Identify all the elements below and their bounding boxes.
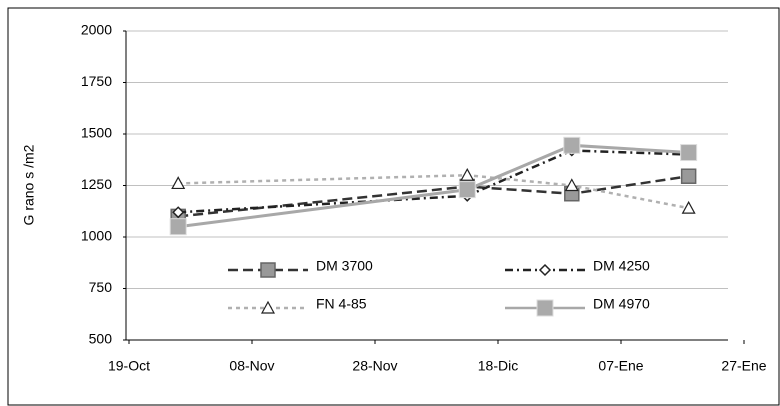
series-line	[178, 149, 689, 214]
x-tick-label: 27-Ene	[721, 358, 766, 374]
legend-label: DM 3700	[316, 258, 373, 274]
x-tick-label: 28-Nov	[352, 358, 397, 374]
x-tick-label: 08-Nov	[229, 358, 274, 374]
marker	[171, 176, 186, 190]
x-tick-label: 19-Oct	[108, 358, 150, 374]
y-tick-label: 1000	[81, 228, 112, 244]
legend-label: DM 4250	[593, 258, 650, 274]
marker	[460, 167, 475, 181]
series-line	[178, 143, 689, 229]
legend-marker	[536, 299, 554, 317]
marker	[458, 181, 476, 199]
y-tick-label: 1500	[81, 125, 112, 141]
marker	[563, 136, 581, 154]
legend-marker	[260, 262, 276, 278]
chart-frame	[7, 7, 780, 406]
x-tick-label: 07-Ene	[598, 358, 643, 374]
y-tick-label: 750	[89, 279, 113, 295]
y-axis-title: G rano s /m2	[21, 144, 37, 225]
legend-label: DM 4970	[593, 296, 650, 312]
y-tick-label: 1750	[81, 73, 112, 89]
marker	[172, 206, 185, 219]
marker	[680, 144, 698, 162]
x-tick-label: 18-Dic	[478, 358, 518, 374]
series-line	[178, 173, 689, 210]
series-line	[178, 174, 689, 218]
marker	[680, 168, 697, 184]
legend-marker	[538, 263, 552, 277]
marker	[564, 178, 579, 192]
legend-label: FN 4-85	[316, 296, 367, 312]
y-tick-label: 1250	[81, 176, 112, 192]
legend-marker	[260, 300, 276, 314]
y-tick-label: 2000	[81, 22, 112, 38]
marker	[681, 200, 696, 214]
y-tick-label: 500	[89, 331, 113, 347]
marker	[169, 218, 187, 236]
